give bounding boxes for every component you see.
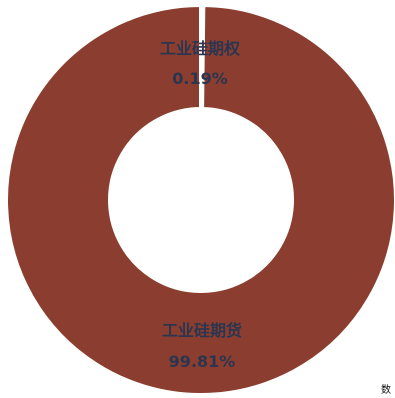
- slice-labels: 工业硅期权 0.19% 工业硅期货 99.81%: [160, 39, 242, 371]
- slice-label-option: 工业硅期权: [160, 39, 241, 58]
- slice-value-futures: 99.81%: [169, 352, 236, 371]
- slice-value-option: 0.19%: [172, 69, 228, 88]
- slice-label-futures: 工业硅期货: [162, 321, 242, 340]
- corner-mark: 数: [381, 385, 391, 396]
- slice-1: [4, 2, 395, 397]
- donut-slices: [4, 2, 395, 397]
